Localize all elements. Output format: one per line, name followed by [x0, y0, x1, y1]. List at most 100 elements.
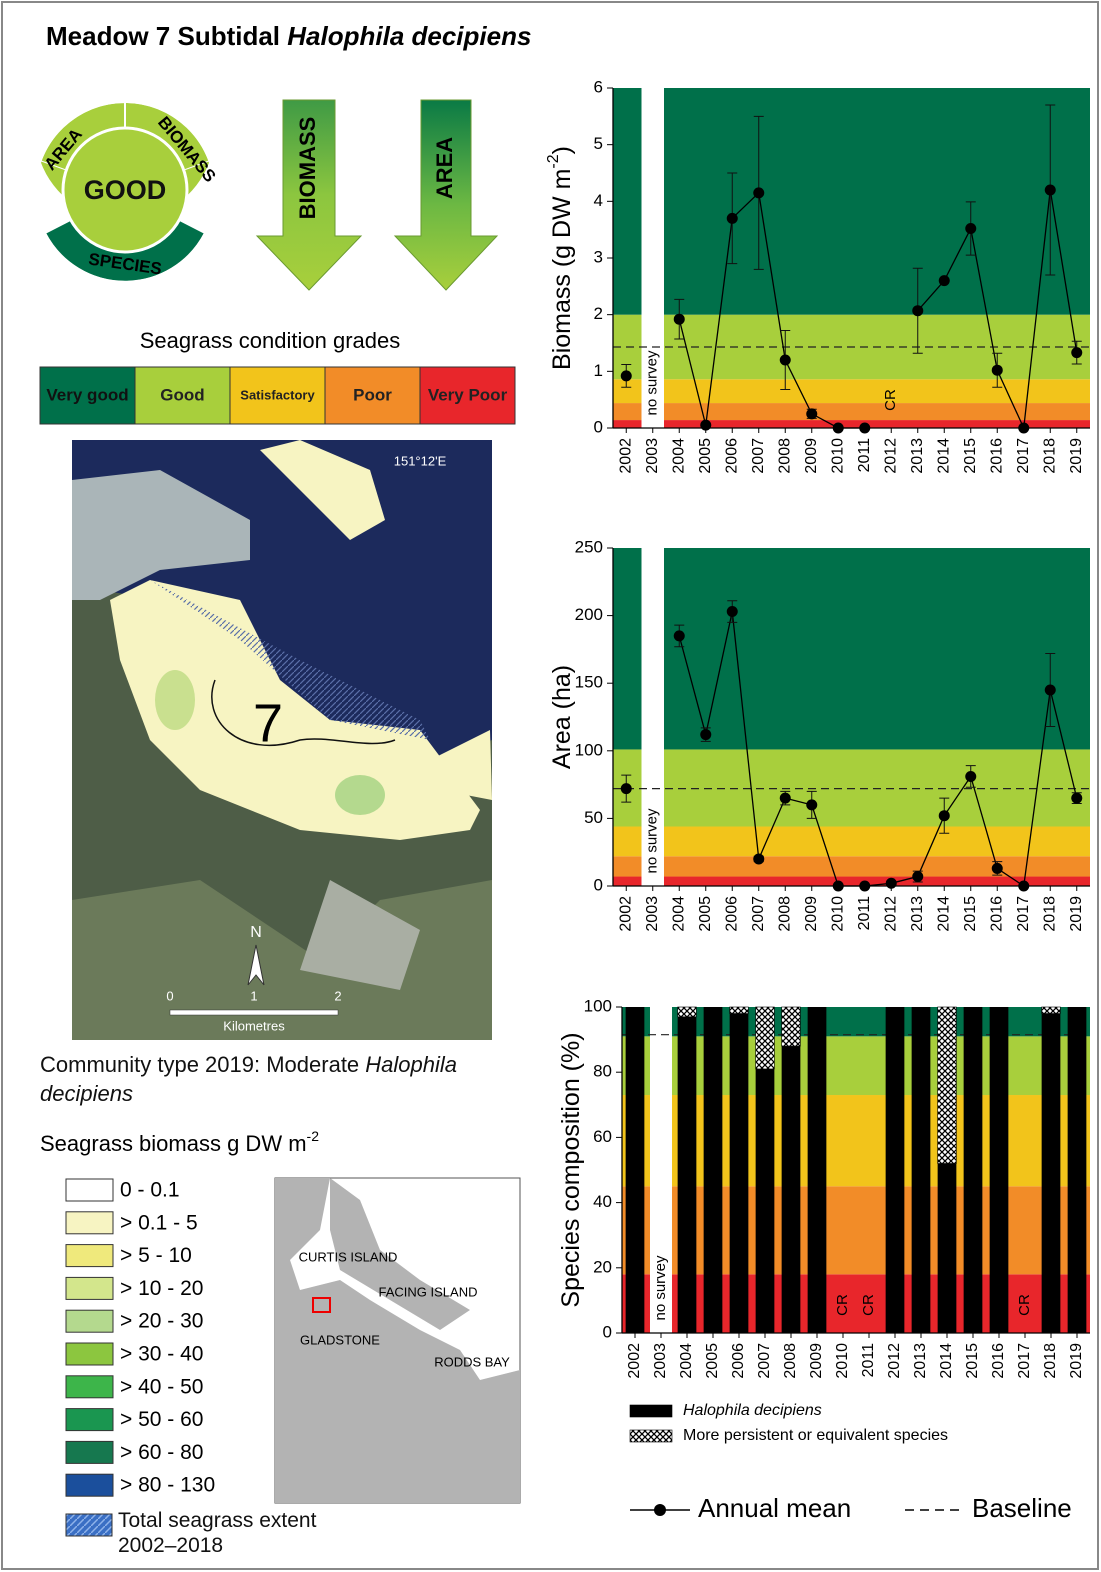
grade-label: Satisfactory: [240, 387, 315, 402]
grade-label: Good: [160, 385, 204, 404]
legend-swatch: [66, 1441, 113, 1463]
x-tick-label: 2009: [808, 1343, 825, 1379]
scale-label: 1: [250, 988, 257, 1003]
legend-swatch: [66, 1310, 113, 1332]
x-tick-label: 2013: [909, 438, 926, 474]
legend-label: > 20 - 30: [120, 1310, 203, 1333]
map-longitude: 151°12'E: [394, 453, 447, 468]
data-point: [1071, 347, 1082, 358]
legend-label: > 60 - 80: [120, 1441, 203, 1464]
grade-label: Very good: [46, 385, 128, 404]
x-tick-label: 2011: [856, 896, 873, 931]
data-point: [912, 871, 923, 882]
inset-label: GLADSTONE: [300, 1332, 380, 1347]
legend-label: > 5 - 10: [120, 1244, 192, 1267]
inset-label: RODDS BAY: [434, 1354, 510, 1369]
bar-segment: [938, 1163, 957, 1333]
x-tick-label: 2004: [670, 896, 687, 932]
annotation: CR: [1016, 1294, 1033, 1316]
trend-arrow-label: BIOMASS: [295, 117, 320, 220]
x-tick-label: 2009: [803, 438, 820, 474]
data-point: [727, 213, 738, 224]
data-point: [621, 783, 632, 794]
community-prefix: Community type 2019: [40, 1052, 254, 1077]
x-tick-label: 2008: [776, 896, 793, 932]
y-axis-label: Area (ha): [548, 665, 576, 769]
scale-label: 0: [166, 988, 173, 1003]
data-point: [939, 275, 950, 286]
legend-label: > 10 - 20: [120, 1277, 203, 1300]
legend-label: > 80 - 130: [120, 1474, 215, 1497]
y-tick-label: 4: [594, 191, 603, 210]
x-tick-label: 2013: [909, 896, 926, 932]
x-tick-label: 2016: [990, 1343, 1007, 1379]
y-tick-label: 3: [594, 247, 603, 266]
data-point: [753, 187, 764, 198]
legend-point: [654, 1504, 666, 1516]
y-tick-label: 5: [594, 134, 603, 153]
x-tick-label: 2018: [1042, 1343, 1059, 1379]
legend-title-sup: -2: [307, 1128, 320, 1144]
data-point: [727, 606, 738, 617]
y-tick-label: 6: [594, 77, 603, 96]
bar-segment: [756, 1069, 775, 1333]
bar-segment: [1042, 1014, 1061, 1333]
data-point: [992, 863, 1003, 874]
grade-band: [613, 749, 1090, 826]
x-tick-label: 2017: [1015, 896, 1032, 932]
x-tick-label: 2012: [882, 438, 899, 474]
grade-label: Poor: [353, 385, 392, 404]
x-tick-label: 2016: [988, 896, 1005, 932]
y-label-end: ): [548, 146, 576, 154]
x-tick-label: 2015: [962, 896, 979, 932]
legend-swatch: [66, 1245, 113, 1267]
annotation: CR: [860, 1294, 877, 1316]
x-tick-label: 2009: [803, 896, 820, 932]
x-tick-label: 2016: [988, 438, 1005, 474]
bar-segment: [808, 1007, 827, 1333]
bar-segment: [990, 1007, 1009, 1333]
scale-label: 2: [334, 988, 341, 1003]
y-tick-label: 0: [594, 417, 603, 436]
x-tick-label: 2019: [1068, 438, 1085, 474]
data-point: [780, 355, 791, 366]
legend-swatch: [630, 1405, 672, 1417]
x-tick-label: 2007: [756, 1343, 773, 1379]
x-tick-label: 2002: [617, 896, 634, 932]
data-point: [992, 365, 1003, 376]
community-text: Community type 2019: Moderate Halophila …: [40, 1050, 520, 1108]
x-tick-label: 2006: [730, 1343, 747, 1379]
legend-label: Halophila decipiens: [683, 1402, 822, 1419]
x-tick-label: 2006: [723, 438, 740, 474]
no-survey-label: no survey: [652, 1255, 669, 1321]
x-tick-label: 2006: [723, 896, 740, 932]
grade-band: [613, 548, 1090, 749]
overall-grade: GOOD: [84, 175, 167, 205]
scale-bar: [170, 1010, 338, 1015]
legend-label: More persistent or equivalent species: [683, 1427, 948, 1444]
data-point: [753, 853, 764, 864]
bar-segment: [886, 1007, 905, 1333]
extent-label: Total seagrass extent 2002–2018: [118, 1508, 318, 1558]
legend-label: > 0.1 - 5: [120, 1211, 198, 1234]
x-tick-label: 2005: [697, 438, 714, 474]
legend-swatch: [66, 1277, 113, 1299]
x-tick-label: 2008: [782, 1343, 799, 1379]
data-point: [939, 810, 950, 821]
trend-arrow-label: AREA: [432, 137, 457, 199]
data-point: [806, 799, 817, 810]
bar-segment: [678, 1017, 697, 1333]
x-tick-label: 2011: [856, 438, 873, 473]
y-label-text: Species composition (%): [557, 1032, 585, 1307]
legend-label: Annual mean: [698, 1493, 851, 1523]
bar-segment: [1068, 1007, 1087, 1333]
y-tick-label: 250: [575, 537, 603, 556]
legend-swatch: [66, 1409, 113, 1431]
grade-band: [613, 88, 1090, 315]
y-tick-label: 40: [593, 1192, 612, 1211]
x-tick-label: 2002: [617, 438, 634, 474]
x-tick-label: 2017: [1016, 1343, 1033, 1379]
bar-segment: [704, 1007, 723, 1333]
data-point: [674, 630, 685, 641]
